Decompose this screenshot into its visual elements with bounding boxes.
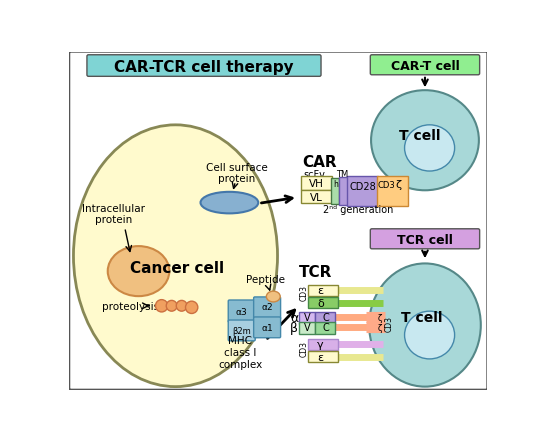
FancyBboxPatch shape: [308, 351, 338, 363]
Text: TM: TM: [337, 170, 349, 178]
Text: Peptide: Peptide: [246, 274, 285, 284]
FancyBboxPatch shape: [299, 312, 315, 324]
Text: CAR-T cell: CAR-T cell: [390, 60, 459, 73]
Text: β: β: [290, 321, 298, 334]
FancyBboxPatch shape: [315, 312, 335, 324]
Ellipse shape: [200, 192, 258, 214]
FancyBboxPatch shape: [377, 177, 408, 206]
Text: TCR cell: TCR cell: [397, 233, 453, 247]
FancyBboxPatch shape: [347, 177, 378, 206]
FancyBboxPatch shape: [87, 56, 321, 77]
Text: β2m: β2m: [232, 326, 251, 335]
Text: V: V: [304, 323, 311, 332]
Text: T cell: T cell: [401, 311, 443, 325]
Circle shape: [155, 300, 168, 312]
Ellipse shape: [267, 291, 280, 302]
Text: VH: VH: [309, 179, 324, 189]
Circle shape: [186, 301, 198, 314]
Text: CD28: CD28: [349, 182, 376, 192]
Text: Cell surface
protein: Cell surface protein: [206, 162, 268, 184]
Text: α: α: [290, 311, 298, 324]
FancyBboxPatch shape: [308, 339, 338, 350]
Text: ζ: ζ: [378, 323, 383, 332]
Circle shape: [166, 301, 177, 311]
Ellipse shape: [371, 91, 479, 191]
Text: V: V: [304, 313, 311, 323]
Text: scFv: scFv: [304, 170, 325, 180]
Text: CD3: CD3: [300, 340, 308, 357]
FancyBboxPatch shape: [70, 53, 488, 390]
Ellipse shape: [369, 264, 481, 387]
Text: CAR: CAR: [302, 155, 337, 170]
FancyBboxPatch shape: [308, 285, 338, 297]
FancyBboxPatch shape: [254, 317, 281, 338]
Text: ζ: ζ: [378, 313, 383, 322]
Text: ε: ε: [317, 286, 323, 296]
Text: C: C: [322, 323, 329, 332]
Text: 2ⁿᵈ generation: 2ⁿᵈ generation: [323, 204, 393, 214]
Text: CD3: CD3: [300, 284, 308, 300]
FancyBboxPatch shape: [301, 177, 332, 190]
Text: ζ: ζ: [396, 180, 402, 190]
FancyBboxPatch shape: [301, 191, 332, 204]
Text: CD3: CD3: [384, 315, 393, 331]
FancyBboxPatch shape: [331, 178, 339, 204]
Ellipse shape: [73, 126, 277, 387]
Text: TCR: TCR: [299, 264, 332, 279]
FancyBboxPatch shape: [370, 229, 479, 249]
FancyBboxPatch shape: [370, 56, 479, 76]
Ellipse shape: [405, 126, 454, 172]
Text: α3: α3: [236, 307, 248, 316]
FancyBboxPatch shape: [308, 297, 338, 309]
Ellipse shape: [405, 311, 454, 359]
FancyBboxPatch shape: [254, 297, 281, 320]
Text: δ: δ: [317, 298, 324, 308]
Text: CAR-TCR cell therapy: CAR-TCR cell therapy: [114, 60, 294, 74]
Text: h: h: [333, 180, 338, 188]
Text: α1: α1: [261, 323, 273, 332]
Text: α2: α2: [261, 302, 273, 311]
FancyBboxPatch shape: [228, 300, 255, 323]
Text: MHC
class I
complex: MHC class I complex: [218, 336, 262, 369]
FancyBboxPatch shape: [315, 322, 335, 334]
Circle shape: [176, 301, 187, 311]
Ellipse shape: [108, 247, 169, 297]
Text: CD3: CD3: [377, 180, 395, 189]
Text: ε: ε: [317, 352, 323, 362]
Text: Cancer cell: Cancer cell: [130, 260, 224, 275]
Text: C: C: [322, 313, 329, 323]
Text: T cell: T cell: [399, 128, 440, 142]
Text: proteolysis: proteolysis: [102, 301, 160, 311]
FancyBboxPatch shape: [299, 322, 315, 334]
Text: Intracellular
protein: Intracellular protein: [83, 203, 146, 225]
Text: VL: VL: [310, 193, 323, 203]
FancyBboxPatch shape: [228, 320, 255, 341]
FancyBboxPatch shape: [339, 177, 348, 206]
Text: γ: γ: [317, 339, 324, 350]
